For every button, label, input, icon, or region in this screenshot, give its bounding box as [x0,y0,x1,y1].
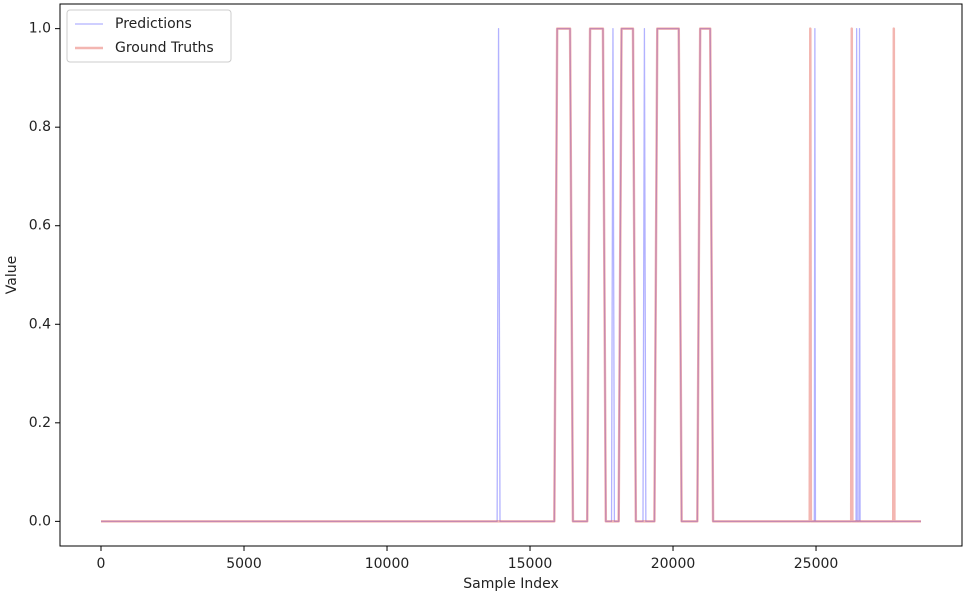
legend-label: Predictions [115,16,192,32]
x-axis-label: Sample Index [463,576,558,592]
x-tick-label: 10000 [365,556,410,572]
y-tick-label: 0.8 [29,119,51,135]
series-line [101,27,921,523]
series-line [101,27,921,523]
x-tick-label: 0 [97,556,106,572]
y-tick-label: 0.6 [29,218,51,234]
y-tick-label: 1.0 [29,21,51,37]
y-tick-label: 0.0 [29,513,51,529]
y-tick-label: 0.4 [29,316,51,332]
x-tick-label: 20000 [651,556,696,572]
legend-box [66,9,232,63]
plot-frame [59,3,963,547]
x-tick-label: 5000 [226,556,262,572]
x-tick-label: 25000 [794,556,839,572]
x-tick-label: 15000 [508,556,553,572]
legend-label: Ground Truths [115,40,214,56]
y-axis-label: Value [4,256,20,294]
y-tick-label: 0.2 [29,415,51,431]
